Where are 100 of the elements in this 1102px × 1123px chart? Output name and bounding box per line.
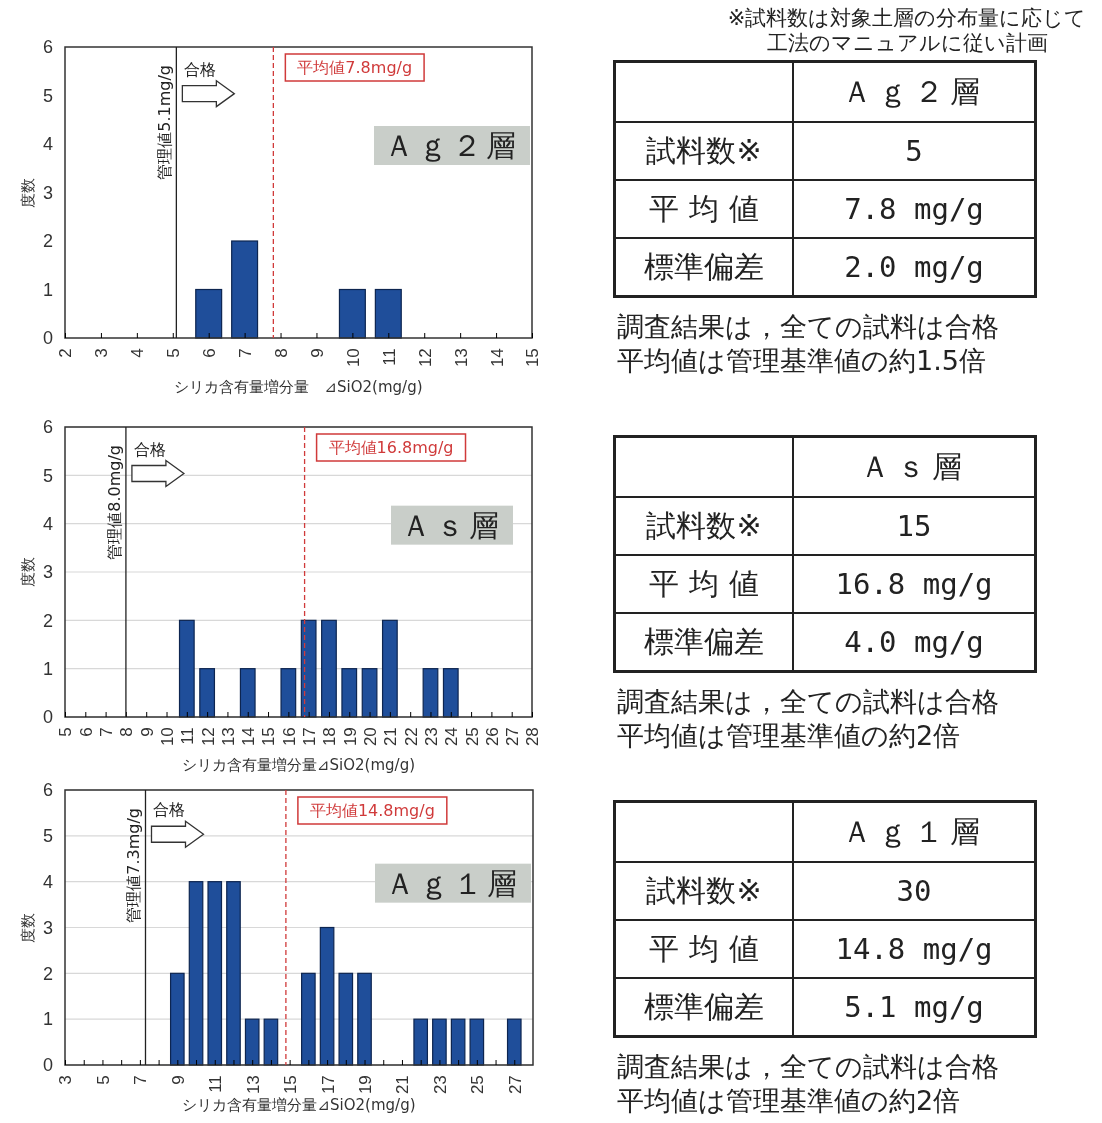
category-label: 標準偏差 [614, 238, 793, 297]
category-label: 試料数※ [614, 122, 793, 180]
annotation: 合格 [153, 800, 186, 820]
x-tick-label: 5 [56, 727, 76, 737]
y-tick-label: 1 [42, 279, 53, 300]
text: 5 [905, 134, 923, 168]
text: Ａｓ層 [793, 436, 1036, 497]
x-tick-label: 23 [421, 727, 441, 747]
annotation: Ａｓ層 [401, 507, 503, 543]
y-tick-label: 4 [42, 134, 53, 155]
y-axis-title: 度数 [19, 177, 37, 208]
y-tick-label: 3 [42, 562, 53, 583]
y-tick-label: 1 [42, 658, 53, 679]
category-label: 平 均 値 [614, 555, 793, 613]
category-label: 標準偏差 [614, 978, 793, 1037]
ref-line-label: 平均値16.8mg/g [328, 438, 454, 457]
x-tick-label: 14 [239, 727, 259, 747]
ref-line-label: 管理値5.1mg/g [155, 65, 175, 180]
x-tick-label: 6 [200, 348, 220, 358]
bar [469, 1018, 485, 1066]
x-tick-label: 28 [523, 727, 543, 747]
category-label: 標準偏差 [614, 613, 793, 672]
text: 5.1 mg/g [844, 990, 984, 1024]
annotation: 合格 [184, 59, 217, 79]
y-tick-label: 2 [42, 610, 53, 631]
x-tick-label: 9 [137, 727, 157, 737]
bar [207, 881, 223, 1066]
x-tick-label: 12 [415, 348, 435, 368]
text: Ａｇ２層 [793, 61, 1036, 122]
bar [506, 1018, 522, 1066]
y-tick-label: 5 [42, 85, 53, 106]
x-tick-label: 11 [206, 1075, 226, 1093]
y-tick-label: 2 [42, 231, 53, 252]
text: 4.0 mg/g [844, 625, 984, 659]
x-tick-label: 27 [505, 1075, 525, 1095]
text: ※試料数は対象土層の分布量に応じて工法のマニュアルに従い計画 [726, 6, 1088, 56]
text: 平均値は管理基準値の約2倍 [617, 1084, 962, 1118]
x-tick-label: 11 [379, 348, 399, 366]
bar [338, 972, 354, 1066]
y-tick-label: 3 [42, 917, 53, 938]
x-tick-label: 15 [259, 727, 279, 747]
bar [450, 1018, 466, 1066]
bar [413, 1018, 429, 1066]
x-tick-label: 10 [157, 727, 177, 747]
y-tick-label: 4 [42, 513, 53, 534]
text: 調査結果は，全ての試料は合格 [617, 1050, 1000, 1084]
x-tick-label: 5 [164, 348, 184, 358]
x-axis-title: シリカ含有量増分量⊿SiO2(mg/g) [182, 1096, 416, 1114]
annotation: 合格 [133, 439, 166, 459]
x-tick-label: 10 [343, 348, 363, 368]
x-tick-label: 13 [218, 727, 238, 747]
text: 7.8 mg/g [844, 192, 984, 226]
bar [301, 972, 316, 1066]
x-tick-label: 13 [243, 1075, 263, 1095]
x-tick-label: 4 [128, 348, 148, 358]
x-tick-label: 8 [271, 348, 291, 358]
bar [319, 926, 335, 1066]
x-tick-label: 25 [462, 727, 482, 747]
x-axis-title: シリカ含有量増分量 ⊿SiO2(mg/g) [174, 378, 423, 396]
x-tick-label: 17 [300, 727, 320, 747]
annotation: Ａｇ２層 [384, 128, 520, 163]
text: 調査結果は，全ての試料は合格 [617, 310, 1000, 344]
y-tick-label: 4 [42, 871, 53, 892]
x-tick-label: 13 [451, 348, 471, 368]
y-axis-title: 度数 [19, 912, 37, 943]
text: Ａｇ１層 [793, 801, 1036, 862]
annotation: Ａｇ１層 [385, 865, 521, 901]
y-tick-label: 0 [42, 1055, 53, 1076]
text: 15 [896, 509, 932, 543]
text: 14.8 mg/g [835, 932, 993, 966]
text: 平均値は管理基準値の約1.5倍 [617, 344, 987, 378]
y-tick-label: 2 [42, 963, 53, 984]
bar [263, 1018, 279, 1066]
x-tick-label: 23 [430, 1075, 450, 1095]
text: 16.8 mg/g [835, 567, 993, 601]
text: 平均値は管理基準値の約2倍 [617, 719, 962, 753]
y-tick-label: 6 [42, 37, 53, 58]
x-tick-label: 5 [93, 1075, 113, 1085]
x-tick-label: 7 [131, 1075, 151, 1085]
x-tick-label: 19 [355, 1075, 375, 1095]
x-tick-label: 26 [482, 727, 502, 747]
y-tick-label: 3 [42, 182, 53, 203]
text: 30 [896, 874, 932, 908]
x-tick-label: 16 [279, 727, 299, 747]
category-label: 平 均 値 [614, 180, 793, 238]
category-label: 試料数※ [614, 497, 793, 555]
y-tick-label: 5 [42, 465, 53, 486]
x-tick-label: 2 [56, 348, 76, 358]
ref-line-label: 平均値7.8mg/g [297, 58, 413, 77]
x-tick-label: 9 [168, 1075, 188, 1085]
category-label: 試料数※ [614, 862, 793, 920]
category-label: 平 均 値 [614, 920, 793, 978]
x-tick-label: 14 [487, 348, 507, 368]
x-tick-label: 11 [178, 727, 198, 745]
x-tick-label: 7 [97, 727, 117, 737]
y-tick-label: 6 [42, 417, 53, 438]
x-tick-label: 21 [393, 1075, 413, 1095]
y-tick-label: 6 [42, 780, 53, 801]
x-tick-label: 15 [523, 348, 543, 368]
y-tick-label: 1 [42, 1009, 53, 1030]
